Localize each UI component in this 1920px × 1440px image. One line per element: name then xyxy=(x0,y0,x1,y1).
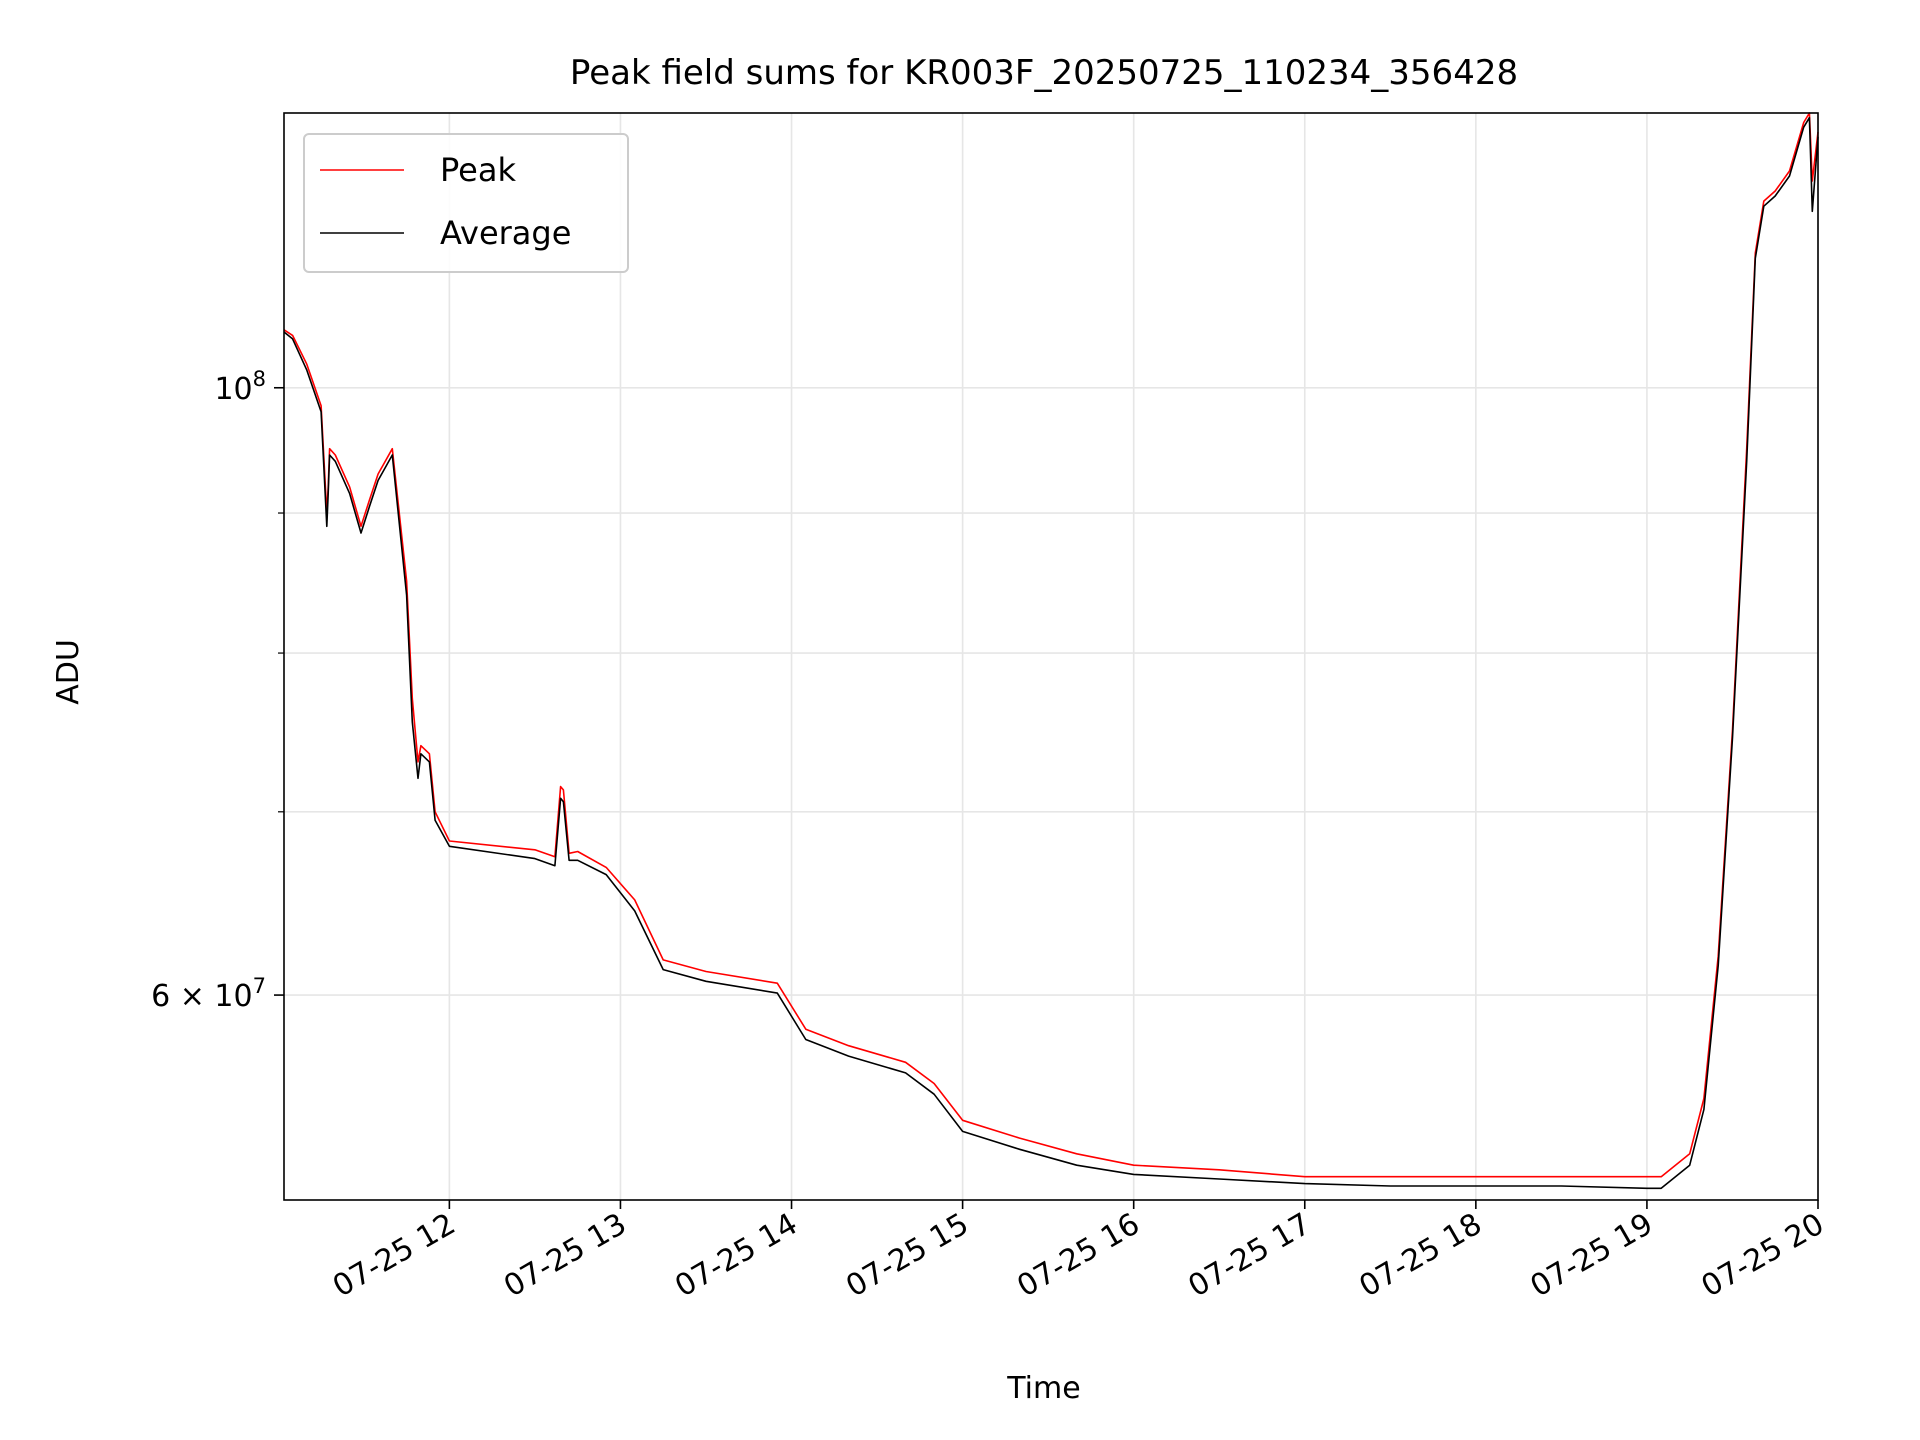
series-line-average xyxy=(283,116,1819,1190)
series-lines xyxy=(283,112,1819,1190)
y-axis: 108 6 × 107 xyxy=(151,367,284,1014)
y-tick-label: 108 xyxy=(214,367,266,407)
chart-title: Peak field sums for KR003F_20250725_1102… xyxy=(570,53,1518,93)
y-axis-label: ADU xyxy=(51,639,86,705)
legend: Peak Average xyxy=(303,133,629,273)
legend-label-peak: Peak xyxy=(440,151,516,189)
legend-label-average: Average xyxy=(440,214,571,252)
x-axis-label: Time xyxy=(1006,1371,1080,1406)
legend-box xyxy=(303,133,629,273)
plot-frame xyxy=(283,112,1819,1201)
y-tick-label: 6 × 107 xyxy=(151,974,266,1014)
